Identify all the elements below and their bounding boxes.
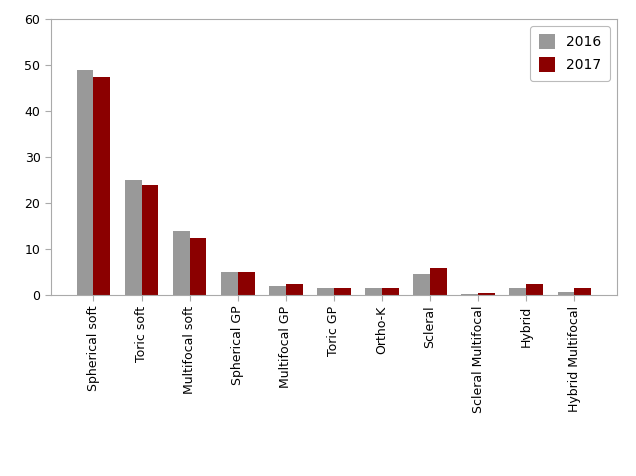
Bar <box>317 288 334 295</box>
Legend: 2016, 2017: 2016, 2017 <box>530 26 610 80</box>
Bar <box>413 274 430 295</box>
Bar <box>142 185 158 295</box>
Bar <box>93 77 110 295</box>
Bar <box>382 288 399 295</box>
Bar <box>430 268 447 295</box>
Bar <box>334 288 350 295</box>
Bar <box>221 272 238 295</box>
Bar <box>238 272 254 295</box>
Bar <box>190 238 207 295</box>
Bar <box>76 69 93 295</box>
Bar <box>365 288 382 295</box>
Bar <box>269 286 286 295</box>
Bar <box>286 284 303 295</box>
Bar <box>509 288 526 295</box>
Bar <box>173 231 190 295</box>
Bar <box>125 180 142 295</box>
Bar <box>526 284 543 295</box>
Bar <box>478 293 495 295</box>
Bar <box>574 288 591 295</box>
Bar <box>558 292 574 295</box>
Bar <box>461 294 478 295</box>
